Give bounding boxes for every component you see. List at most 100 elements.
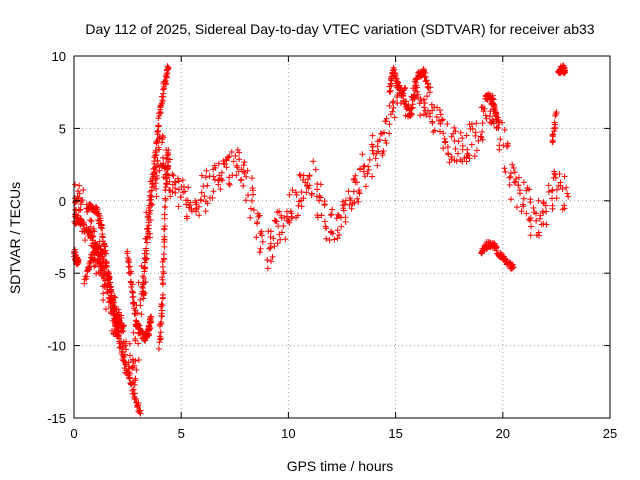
data-point	[271, 243, 278, 250]
data-point	[172, 185, 179, 192]
data-point	[76, 207, 83, 214]
data-point	[236, 156, 243, 163]
y-tick-label: 10	[52, 49, 66, 64]
data-point	[161, 204, 168, 211]
data-point	[122, 360, 129, 367]
data-point	[157, 336, 164, 343]
data-point	[556, 171, 563, 178]
data-point	[135, 340, 142, 347]
data-point	[164, 149, 171, 156]
data-point	[483, 115, 490, 122]
data-point	[150, 165, 157, 172]
data-point	[417, 95, 424, 102]
data-point	[255, 213, 262, 220]
data-point	[87, 217, 94, 224]
data-point	[93, 249, 100, 256]
data-point	[392, 75, 399, 82]
data-point	[400, 93, 407, 100]
data-point	[131, 362, 138, 369]
data-point	[267, 228, 274, 235]
data-point	[203, 167, 210, 174]
data-point	[215, 160, 222, 167]
data-point	[421, 100, 428, 107]
data-point	[520, 201, 527, 208]
data-point	[388, 76, 395, 83]
data-point	[293, 214, 300, 221]
data-point	[317, 194, 324, 201]
data-point	[202, 174, 209, 181]
data-point	[466, 155, 473, 162]
data-point	[506, 181, 513, 188]
data-point	[501, 126, 508, 133]
data-point	[268, 258, 275, 265]
data-point	[267, 233, 274, 240]
data-point	[329, 206, 336, 213]
data-point	[545, 188, 552, 195]
data-point	[274, 240, 281, 247]
data-point	[516, 190, 523, 197]
data-point	[352, 172, 359, 179]
data-point	[452, 145, 459, 152]
data-point	[230, 158, 237, 165]
data-point	[437, 111, 444, 118]
data-point	[551, 168, 558, 175]
data-point	[219, 177, 226, 184]
data-point	[389, 108, 396, 115]
data-point	[540, 199, 547, 206]
data-point	[365, 166, 372, 173]
data-point	[159, 302, 166, 309]
data-point	[147, 202, 154, 209]
data-point	[272, 218, 279, 225]
data-point	[347, 197, 354, 204]
data-point	[243, 197, 250, 204]
data-point	[195, 203, 202, 210]
data-point	[540, 209, 547, 216]
data-point	[317, 181, 324, 188]
data-point	[155, 345, 162, 352]
data-point	[494, 114, 501, 121]
data-point	[96, 252, 103, 259]
data-point	[501, 165, 508, 172]
data-point	[120, 328, 127, 335]
data-point	[72, 213, 79, 220]
data-point	[88, 232, 95, 239]
data-point	[423, 77, 430, 84]
data-point	[528, 223, 535, 230]
data-point	[490, 101, 497, 108]
data-point	[313, 193, 320, 200]
data-point	[564, 190, 571, 197]
data-point	[240, 162, 247, 169]
data-point	[561, 67, 568, 74]
data-point	[304, 176, 311, 183]
data-point	[179, 177, 186, 184]
data-point	[549, 133, 556, 140]
data-point	[264, 257, 271, 264]
data-point	[142, 254, 149, 261]
data-point	[335, 213, 342, 220]
data-point	[451, 157, 458, 164]
data-point	[440, 145, 447, 152]
data-point	[129, 294, 136, 301]
data-point	[334, 227, 341, 234]
data-point	[155, 122, 162, 129]
data-point	[238, 176, 245, 183]
data-point	[163, 73, 170, 80]
data-point	[99, 233, 106, 240]
data-point	[141, 274, 148, 281]
data-point	[468, 141, 475, 148]
chart-title: Day 112 of 2025, Sidereal Day-to-day VTE…	[85, 21, 594, 37]
data-point	[331, 236, 338, 243]
data-point	[390, 98, 397, 105]
data-point	[162, 184, 169, 191]
data-point	[103, 250, 110, 257]
data-point	[549, 205, 556, 212]
data-point	[132, 310, 139, 317]
data-point	[486, 113, 493, 120]
data-point	[543, 221, 550, 228]
data-point	[321, 202, 328, 209]
data-point	[233, 162, 240, 169]
data-point	[127, 379, 134, 386]
data-point	[423, 111, 430, 118]
data-point	[117, 343, 124, 350]
data-point	[323, 235, 330, 242]
